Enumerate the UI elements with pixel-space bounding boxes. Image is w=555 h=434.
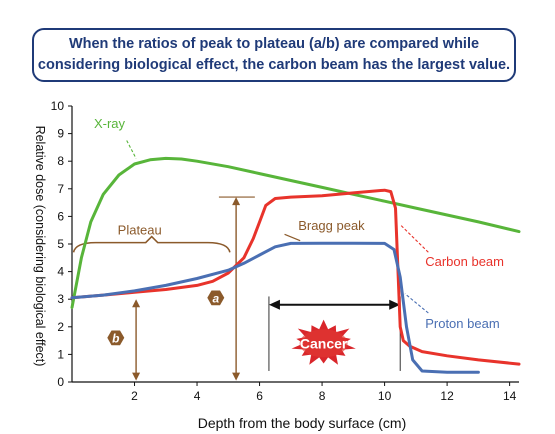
svg-text:a: a	[212, 291, 219, 305]
cancer-burst-icon: Cancer	[291, 319, 356, 365]
series-label-proton: Proton beam	[425, 316, 499, 331]
y-tick-label: 9	[57, 127, 64, 141]
y-tick-label: 6	[57, 209, 64, 223]
x-tick-label: 8	[319, 389, 326, 403]
x-tick-label: 6	[256, 389, 263, 403]
x-tick-label: 4	[194, 389, 201, 403]
b-arrow	[132, 299, 141, 381]
annotations-front: X-ray Carbon beam Proton beam	[94, 116, 504, 331]
series-label-xray: X-ray	[94, 116, 126, 131]
bragg-peak-label: Bragg peak	[298, 218, 365, 233]
y-axis-label: Relative dose (considering biological ef…	[33, 126, 47, 367]
a-arrow	[232, 197, 241, 381]
series-line-proton	[70, 241, 480, 374]
a-badge: a	[207, 290, 225, 305]
series-layer	[70, 156, 521, 374]
x-tick-label: 10	[378, 389, 392, 403]
y-tick-label: 1	[57, 347, 64, 361]
series-leader-proton	[404, 293, 429, 314]
y-tick-label: 2	[57, 320, 64, 334]
series-label-carbon: Carbon beam	[425, 254, 504, 269]
plateau-bracket	[72, 235, 231, 253]
x-axis-label: Depth from the body surface (cm)	[198, 415, 407, 431]
series-line-xray	[70, 156, 521, 309]
series-leader-carbon	[399, 224, 429, 253]
b-badge: b	[107, 330, 125, 345]
cancer-label: Cancer	[300, 335, 348, 351]
y-tick-label: 4	[57, 265, 64, 279]
svg-text:b: b	[112, 331, 119, 345]
series-leader-xray	[126, 140, 137, 159]
bragg-peak-leader	[284, 233, 301, 242]
tumor-range-arrow	[268, 299, 401, 310]
y-tick-label: 10	[51, 99, 65, 113]
x-tick-label: 2	[131, 389, 138, 403]
x-tick-label: 12	[440, 389, 454, 403]
y-tick-label: 7	[57, 182, 64, 196]
y-tick-label: 8	[57, 154, 64, 168]
x-tick-label: 14	[503, 389, 517, 403]
plateau-label: Plateau	[118, 222, 162, 237]
annotations-back: Plateau Bragg peak b a Cancer	[72, 196, 401, 381]
caption-line-1: When the ratios of peak to plateau (a/b)…	[68, 36, 480, 52]
caption-box: When the ratios of peak to plateau (a/b)…	[32, 28, 516, 82]
y-tick-label: 5	[57, 237, 64, 251]
caption-line-2: considering biological effect, the carbo…	[37, 57, 511, 73]
y-tick-label: 3	[57, 292, 64, 306]
y-tick-label: 0	[57, 375, 64, 389]
